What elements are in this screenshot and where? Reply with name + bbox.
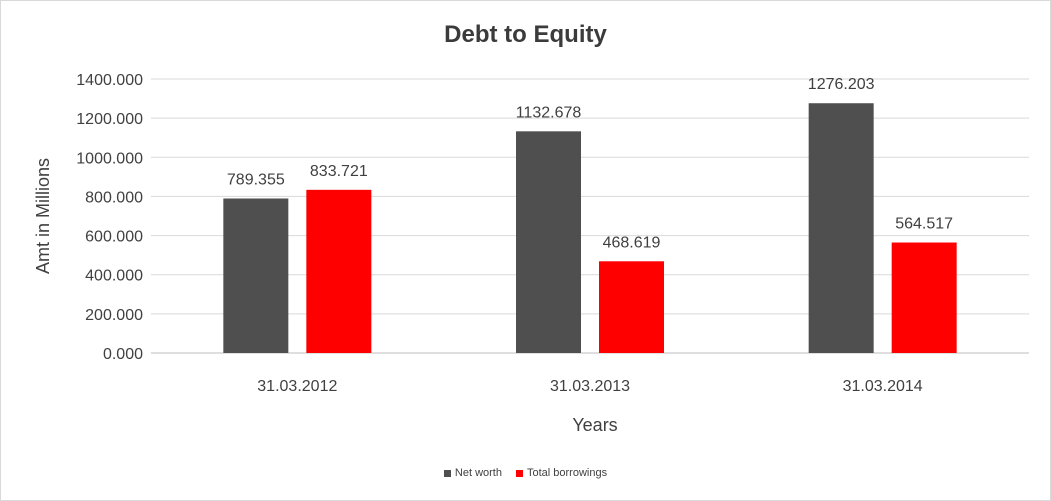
y-tick-label: 1000.000 xyxy=(76,150,143,167)
bar-net-worth xyxy=(516,131,581,353)
legend-swatch-net-worth xyxy=(443,469,451,477)
data-label: 833.721 xyxy=(310,163,368,180)
bar-total-borrowings xyxy=(891,242,957,353)
legend-item-total-borrowings: Total borrowings xyxy=(515,467,608,479)
chart-title: Debt to Equity xyxy=(444,21,607,48)
y-tick-label: 0.000 xyxy=(103,346,143,363)
data-label: 564.517 xyxy=(895,216,953,233)
y-tick-label: 1200.000 xyxy=(76,111,143,128)
y-tick-label: 600.000 xyxy=(85,229,143,246)
y-tick-label: 200.000 xyxy=(85,307,143,324)
y-tick-label: 1400.000 xyxy=(76,72,143,89)
x-tick-label: 31.03.2014 xyxy=(843,378,923,395)
data-label: 1132.678 xyxy=(516,104,582,121)
data-label: 1276.203 xyxy=(808,76,875,93)
x-tick-label: 31.03.2013 xyxy=(550,378,630,395)
legend-swatch-total-borrowings xyxy=(515,469,523,477)
bar-total-borrowings xyxy=(306,189,372,353)
y-tick-label: 800.000 xyxy=(85,189,143,206)
y-axis-title: Amt in Millions xyxy=(33,158,53,274)
legend-item-net-worth: Net worth xyxy=(443,467,502,479)
bar-net-worth xyxy=(808,103,874,353)
bar-net-worth xyxy=(223,198,289,353)
legend-label-net-worth: Net worth xyxy=(454,467,502,479)
chart-legend: Net worth Total borrowings xyxy=(1,467,1050,479)
data-label: 468.619 xyxy=(603,234,661,251)
x-axis-title: Years xyxy=(572,415,617,435)
y-tick-label: 400.000 xyxy=(85,268,143,285)
legend-label-total-borrowings: Total borrowings xyxy=(526,467,608,479)
bar-total-borrowings xyxy=(599,261,664,353)
data-label: 789.355 xyxy=(227,172,285,189)
x-tick-label: 31.03.2012 xyxy=(257,378,337,395)
